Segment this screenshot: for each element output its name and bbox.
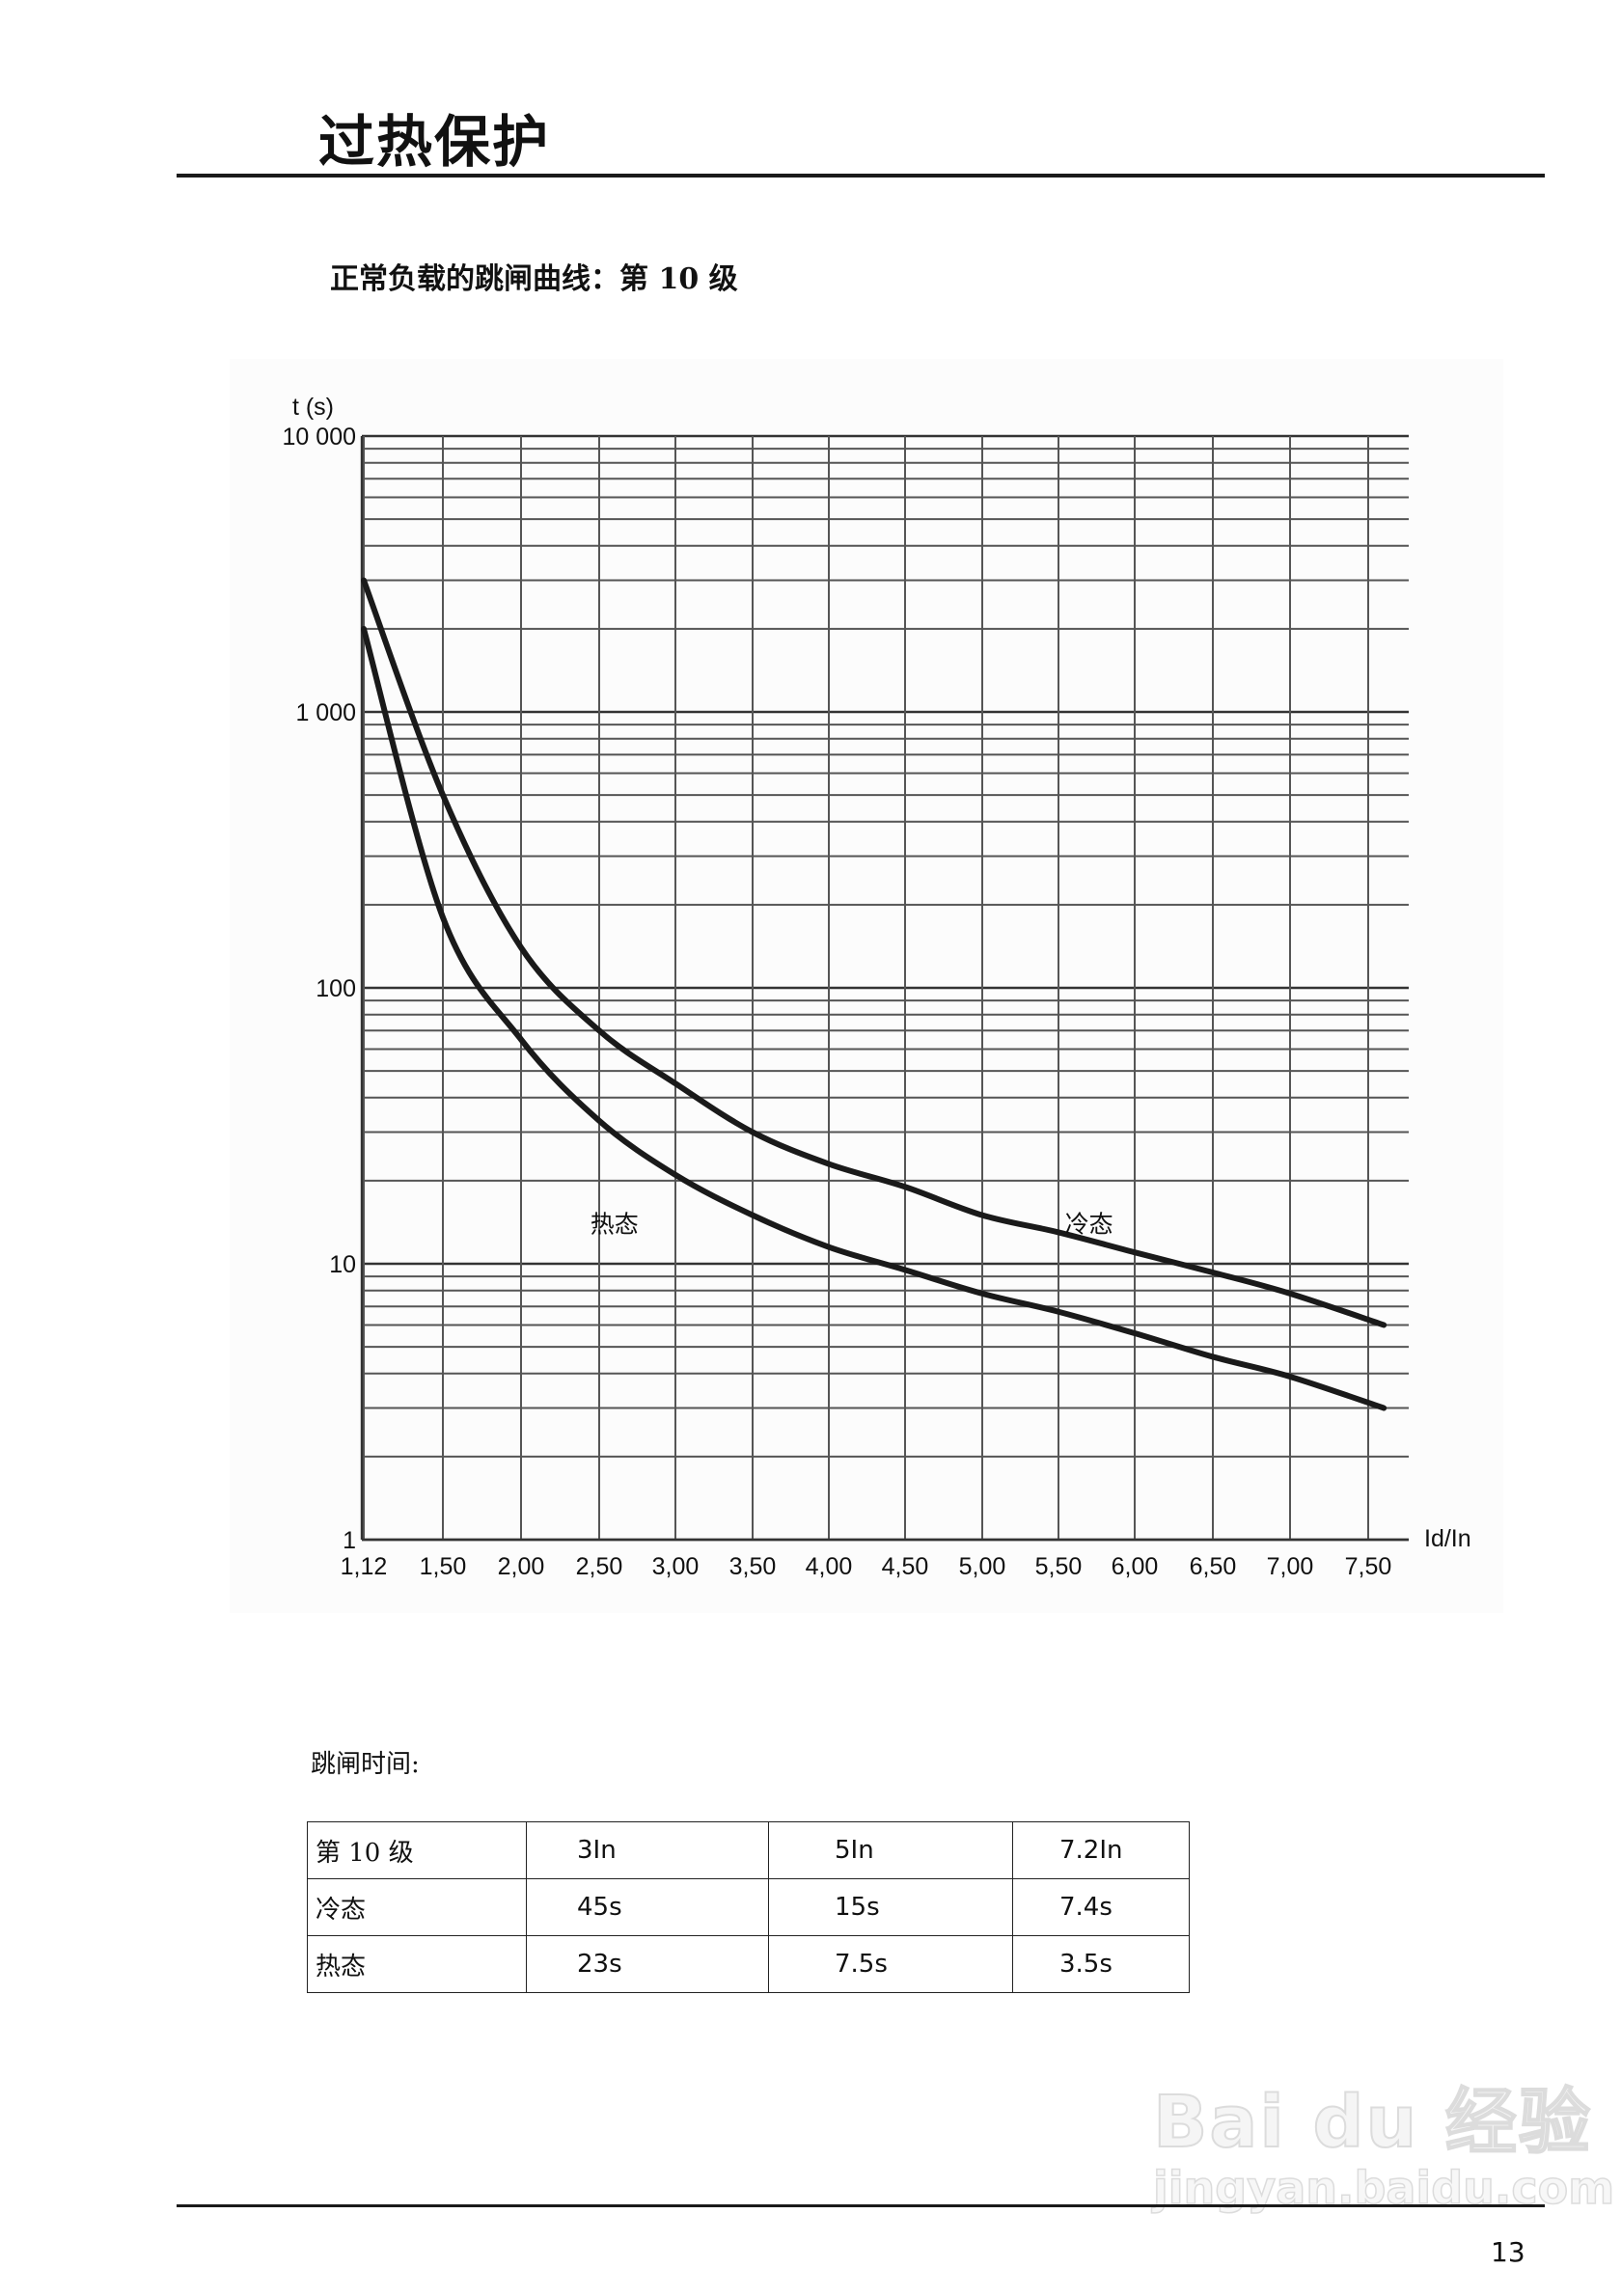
table-cell: 第 10 级	[307, 1821, 527, 1879]
svg-text:4,00: 4,00	[806, 1553, 853, 1580]
table-cell: 3.5s	[1012, 1935, 1190, 1993]
svg-text:100: 100	[316, 975, 356, 1002]
svg-text:6,50: 6,50	[1190, 1553, 1237, 1580]
svg-text:10: 10	[329, 1251, 356, 1278]
svg-text:7,50: 7,50	[1345, 1553, 1392, 1580]
table-cell: 23s	[526, 1935, 769, 1993]
chart-subtitle: 正常负载的跳闸曲线：第 10 级	[330, 262, 738, 296]
svg-text:3,00: 3,00	[652, 1553, 700, 1580]
svg-text:1: 1	[343, 1527, 356, 1554]
chart-grid	[362, 434, 1409, 1542]
svg-text:7,00: 7,00	[1267, 1553, 1314, 1580]
table-cell: 热态	[307, 1935, 527, 1993]
table-cell: 7.2In	[1012, 1821, 1190, 1879]
header-rule	[177, 174, 1545, 178]
svg-text:4,50: 4,50	[882, 1553, 929, 1580]
table-cell: 5In	[768, 1821, 1013, 1879]
svg-text:6,00: 6,00	[1112, 1553, 1159, 1580]
svg-text:5,00: 5,00	[959, 1553, 1006, 1580]
svg-text:Id/In: Id/In	[1424, 1525, 1471, 1552]
svg-text:5,50: 5,50	[1035, 1553, 1083, 1580]
chart-axes	[360, 436, 1409, 1542]
table-cell: 45s	[526, 1878, 769, 1936]
svg-text:3,50: 3,50	[729, 1553, 777, 1580]
table-cell: 3In	[526, 1821, 769, 1879]
table-row: 冷态 45s 15s 7.4s	[307, 1878, 1190, 1936]
trip-time-table: 第 10 级 3In 5In 7.2In 冷态 45s 15s 7.4s 热态 …	[307, 1821, 1190, 1993]
svg-text:1,12: 1,12	[341, 1553, 388, 1580]
svg-text:2,00: 2,00	[498, 1553, 545, 1580]
table-cell: 15s	[768, 1878, 1013, 1936]
svg-text:t (s): t (s)	[292, 394, 334, 421]
page-title: 过热保护	[318, 109, 551, 175]
svg-text:热态: 热态	[591, 1210, 639, 1238]
table-cell: 冷态	[307, 1878, 527, 1936]
svg-text:1,50: 1,50	[420, 1553, 467, 1580]
table-cell: 7.4s	[1012, 1878, 1190, 1936]
table-cell: 7.5s	[768, 1935, 1013, 1993]
baidu-watermark: Bai du 经验 jingyan.baidu.com	[1152, 2064, 1615, 2215]
page-number: 13	[1491, 2236, 1525, 2268]
svg-text:冷态: 冷态	[1065, 1210, 1113, 1238]
table-row: 热态 23s 7.5s 3.5s	[307, 1935, 1190, 1993]
footer-rule	[177, 2204, 1545, 2207]
svg-text:1 000: 1 000	[295, 699, 356, 726]
chart-curves	[361, 577, 1387, 1411]
svg-text:2,50: 2,50	[576, 1553, 623, 1580]
trip-curve-chart: 10 000 1 000 100 10 1 t (s) 1,12 1,50 2,00 2,50 3,…	[283, 394, 1471, 1580]
table-row: 第 10 级 3In 5In 7.2In	[307, 1821, 1190, 1879]
table-caption: 跳闸时间:	[311, 1750, 420, 1779]
svg-text:10 000: 10 000	[283, 424, 356, 451]
chart-labels: 10 000 1 000 100 10 1 t (s) 1,12 1,50 2,00 2,50 3,…	[283, 394, 1471, 1580]
baidu-logo-icon: Bai du 经验	[1152, 2080, 1592, 2165]
